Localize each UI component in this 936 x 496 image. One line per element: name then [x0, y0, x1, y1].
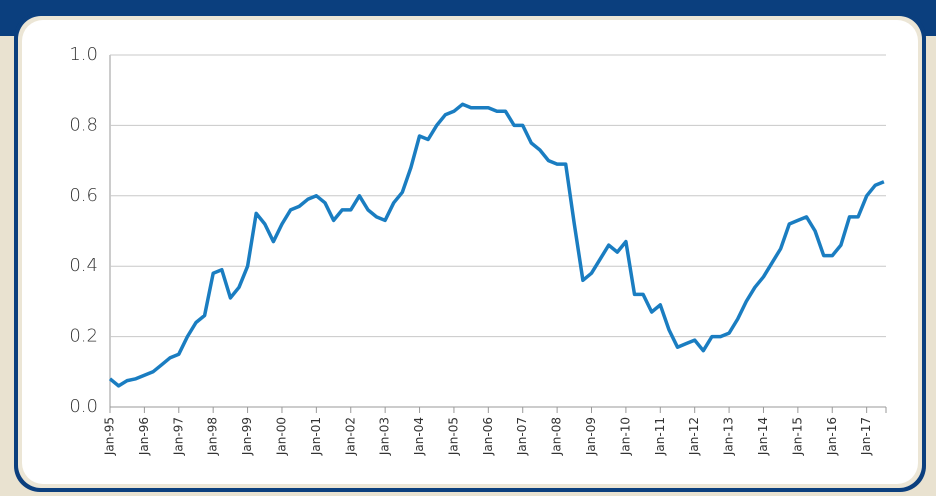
y-tick-label: 0.6: [69, 185, 98, 206]
x-tick-label: Jan-09: [584, 417, 598, 456]
x-tick-label: Jan-97: [171, 417, 185, 456]
x-tick-label: Jan-10: [618, 417, 632, 456]
y-tick-label: 0.0: [69, 396, 98, 417]
x-tick-label: Jan-17: [859, 417, 873, 456]
x-tick-label: Jan-11: [653, 417, 667, 456]
x-tick-label: Jan-12: [687, 417, 701, 456]
y-tick-label: 0.2: [69, 326, 98, 347]
x-tick-label: Jan-08: [550, 417, 564, 456]
x-tick-label: Jan-16: [825, 417, 839, 456]
x-tick-label: Jan-04: [412, 417, 426, 456]
x-tick-label: Jan-07: [515, 417, 529, 456]
x-tick-label: Jan-06: [481, 417, 495, 456]
x-tick-label: Jan-05: [446, 417, 460, 456]
y-tick-label: 1.0: [69, 44, 98, 65]
x-tick-label: Jan-02: [343, 417, 357, 456]
x-tick-label: Jan-98: [206, 417, 220, 456]
line-series: [108, 102, 885, 388]
x-tick-label: Jan-01: [309, 417, 323, 456]
y-tick-label: 0.8: [69, 114, 98, 135]
x-tick-label: Jan-13: [722, 417, 736, 456]
x-tick-label: Jan-96: [137, 417, 151, 456]
x-tick-label: Jan-95: [103, 417, 117, 456]
panel: [22, 20, 918, 484]
x-tick-label: Jan-03: [378, 417, 392, 456]
x-tick-label: Jan-14: [756, 417, 770, 456]
y-tick-label: 0.4: [69, 255, 98, 276]
x-tick-label: Jan-00: [274, 417, 288, 456]
x-tick-label: Jan-99: [240, 417, 254, 456]
x-tick-label: Jan-15: [790, 417, 804, 456]
